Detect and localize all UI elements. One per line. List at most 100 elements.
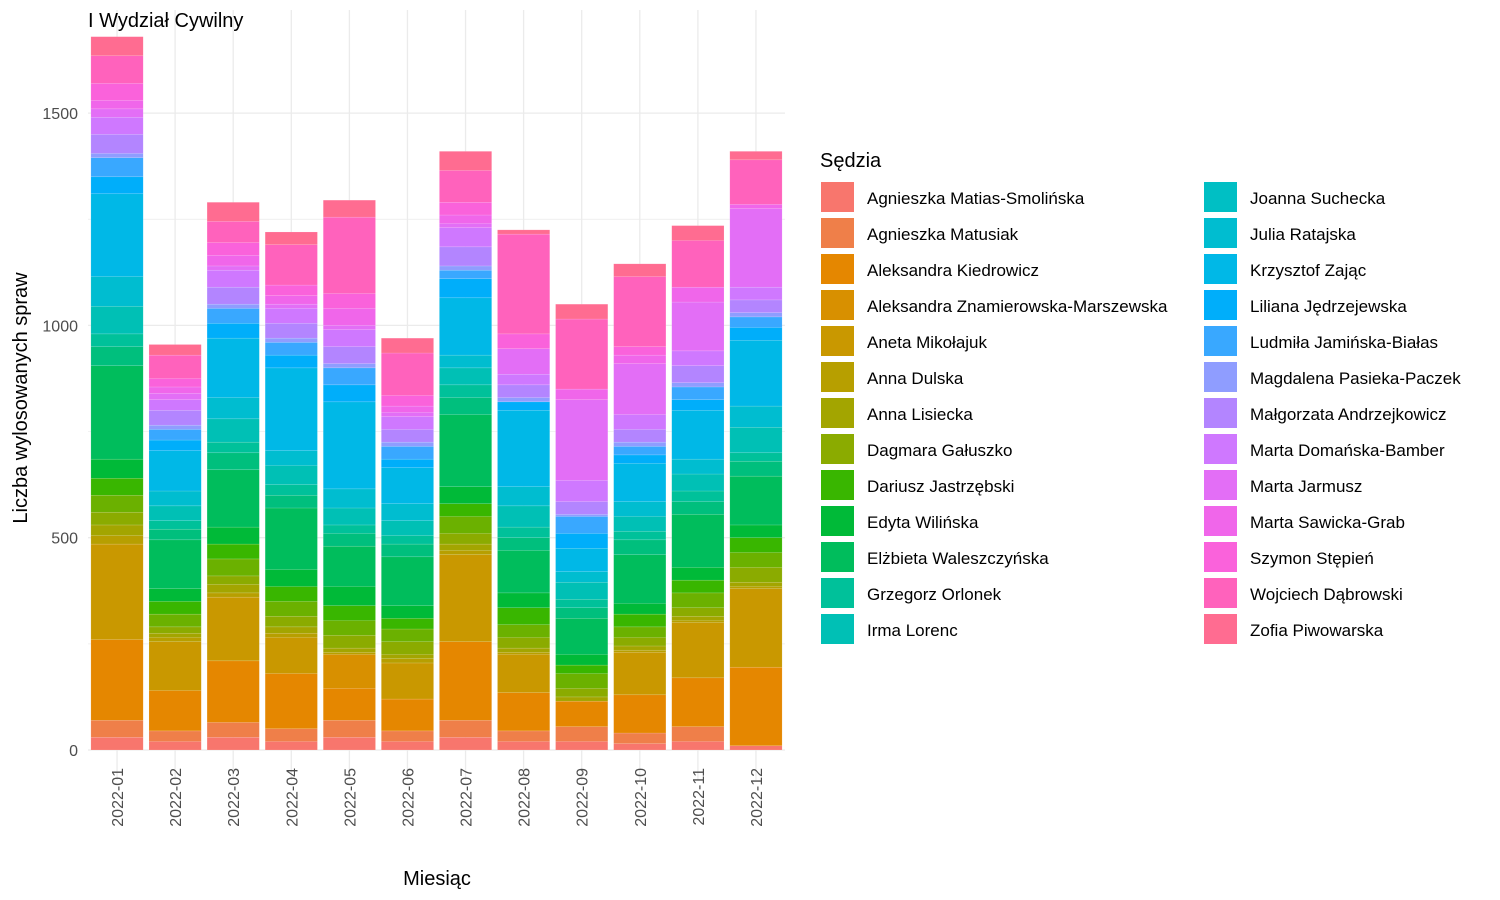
bar-segment bbox=[264, 367, 318, 451]
bar-segment bbox=[729, 312, 783, 318]
legend-swatch bbox=[1204, 326, 1237, 356]
bar-segment bbox=[264, 741, 318, 751]
bar-segment bbox=[264, 323, 318, 339]
bar-segment bbox=[729, 159, 783, 205]
bar-segment bbox=[671, 616, 725, 621]
bar-segment bbox=[206, 269, 260, 288]
bar-segment bbox=[90, 55, 144, 84]
bar-segment bbox=[439, 354, 492, 369]
bar-segment bbox=[671, 741, 725, 751]
bar-segment bbox=[322, 293, 376, 309]
bar-segment bbox=[439, 214, 492, 224]
bar-segment bbox=[613, 626, 667, 638]
bar-segment bbox=[264, 616, 318, 628]
legend-swatch bbox=[821, 290, 854, 320]
bar-segment bbox=[555, 618, 609, 655]
bar-segment bbox=[381, 416, 434, 430]
bar-segment bbox=[264, 673, 318, 730]
bar-segment bbox=[555, 480, 609, 502]
bar-segment bbox=[264, 484, 318, 496]
bar-segment bbox=[206, 202, 260, 222]
bar-segment bbox=[613, 531, 667, 541]
bar-segment bbox=[322, 329, 376, 347]
bar-segment bbox=[206, 452, 260, 471]
bar-segment bbox=[671, 567, 725, 581]
bar-segment bbox=[90, 639, 144, 721]
bar-segment bbox=[497, 624, 551, 638]
bar-segment bbox=[206, 418, 260, 443]
bar-segment bbox=[381, 458, 434, 468]
y-axis: 0 500 1000 1500 bbox=[42, 106, 78, 760]
bar-segment bbox=[206, 441, 260, 454]
bar-segment bbox=[264, 569, 318, 587]
x-axis-label: Miesiąc bbox=[403, 868, 471, 890]
bar-segment bbox=[439, 397, 492, 415]
bar-segment bbox=[322, 635, 376, 649]
bar-segment bbox=[671, 410, 725, 460]
bar-segment bbox=[613, 501, 667, 517]
bar-segment bbox=[439, 641, 492, 721]
bar-segment bbox=[381, 662, 434, 700]
bar-segment bbox=[381, 628, 434, 642]
bar-segment bbox=[206, 592, 260, 598]
legend-item-label: Wojciech Dąbrowski bbox=[1250, 585, 1403, 604]
bar-segment bbox=[264, 354, 318, 369]
bar-segment bbox=[671, 286, 725, 303]
bar-segment bbox=[671, 240, 725, 288]
legend-swatch bbox=[821, 542, 854, 572]
bar-segment bbox=[381, 503, 434, 521]
bar-segment bbox=[555, 548, 609, 572]
bar-segment bbox=[439, 486, 492, 504]
bar-segment bbox=[555, 607, 609, 619]
bar-segment bbox=[729, 552, 783, 568]
bar-segment bbox=[555, 599, 609, 609]
bar-segment bbox=[381, 467, 434, 504]
bar-segment bbox=[439, 737, 492, 751]
x-tick-label: 2022-08 bbox=[517, 768, 534, 827]
legend-swatch bbox=[1204, 254, 1237, 284]
bar-segment bbox=[613, 613, 667, 628]
bar-segment bbox=[555, 688, 609, 698]
bar-segment bbox=[206, 337, 260, 398]
bar-segment bbox=[264, 342, 318, 356]
bar-segment bbox=[613, 652, 667, 696]
bar-segment bbox=[613, 263, 667, 277]
bar-segment bbox=[729, 327, 783, 341]
bar-segment bbox=[439, 414, 492, 487]
bar-segment bbox=[497, 526, 551, 538]
bar-segment bbox=[497, 537, 551, 551]
bar-segment bbox=[729, 340, 783, 407]
legend-swatch bbox=[1204, 614, 1237, 644]
bar-segment bbox=[322, 620, 376, 636]
bar-segment bbox=[729, 567, 783, 583]
bar-segment bbox=[613, 429, 667, 443]
legend-swatch bbox=[821, 182, 854, 212]
bar-segment bbox=[671, 726, 725, 742]
bar-segment bbox=[264, 507, 318, 570]
bar-segment bbox=[497, 397, 551, 403]
bar-segment bbox=[148, 641, 202, 691]
bar-segment bbox=[322, 654, 376, 689]
legend-swatch bbox=[821, 218, 854, 248]
legend-item-label: Irma Lorenc bbox=[867, 621, 958, 640]
bar-segment bbox=[90, 100, 144, 110]
bar-segment bbox=[206, 265, 260, 271]
bar-segment bbox=[264, 586, 318, 602]
bar-segment bbox=[555, 654, 609, 666]
legend-swatch bbox=[821, 326, 854, 356]
bar-segment bbox=[381, 556, 434, 606]
bar-segment bbox=[729, 204, 783, 209]
bar-segment bbox=[322, 199, 376, 218]
bar-segment bbox=[90, 306, 144, 335]
bar-segment bbox=[90, 458, 144, 479]
legend-item-label: Aleksandra Znamierowska-Marszewska bbox=[867, 297, 1168, 316]
bar-segment bbox=[729, 151, 783, 161]
bar-segment bbox=[613, 414, 667, 430]
bar-segment bbox=[381, 605, 434, 619]
bar-segment bbox=[90, 720, 144, 738]
bar-segment bbox=[206, 255, 260, 267]
bar-segment bbox=[439, 151, 492, 171]
bar-segment bbox=[613, 649, 667, 653]
bar-segment bbox=[90, 134, 144, 154]
bar-segment bbox=[671, 677, 725, 727]
